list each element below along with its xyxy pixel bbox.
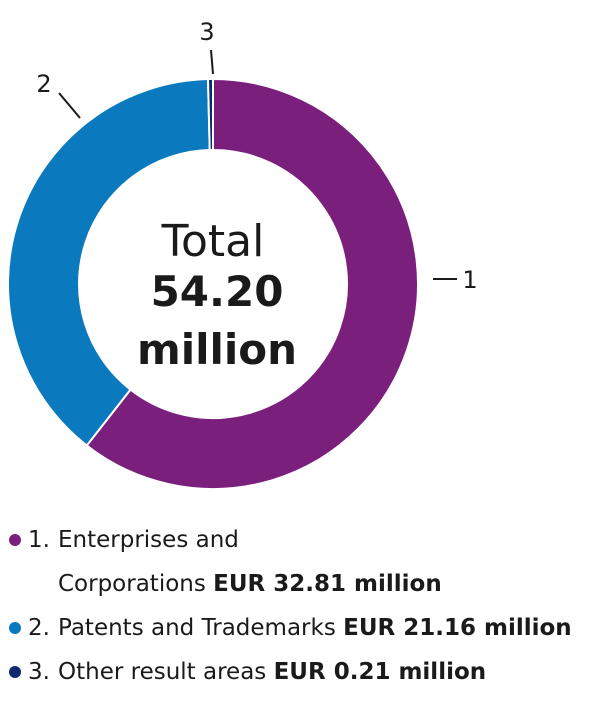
donut-slice-3: [208, 79, 213, 150]
callout-label-3: 3: [199, 18, 214, 46]
legend-number: 1.: [28, 518, 50, 562]
legend-number: 3.: [28, 650, 50, 694]
legend-label-row: Other result areas EUR 0.21 million: [58, 650, 486, 694]
legend-label: Patents and Trademarks: [58, 615, 336, 641]
callout-label-2: 2: [36, 70, 51, 98]
legend-dot-icon: [9, 534, 21, 546]
center-total-label: Total: [161, 216, 265, 267]
center-total-unit: million: [137, 325, 297, 374]
callout-label-1: 1: [462, 266, 477, 294]
legend-item-2: 2. Patents and Trademarks EUR 21.16 mill…: [0, 606, 600, 650]
legend-label: Enterprises and: [58, 518, 239, 562]
legend-value: EUR 21.16 million: [343, 615, 572, 641]
callout-line-3: [211, 50, 213, 74]
legend-label-row: Patents and Trademarks EUR 21.16 million: [58, 606, 572, 650]
legend-label: Other result areas: [58, 659, 266, 685]
center-total-value: 54.20: [151, 267, 284, 316]
legend-item-3: 3. Other result areas EUR 0.21 million: [0, 650, 600, 694]
donut-chart: 1 2 3 Total 54.20 million: [0, 0, 600, 500]
legend: 1. Enterprises and Corporations EUR 32.8…: [0, 518, 600, 694]
legend-label-cont: Corporations: [58, 571, 206, 597]
legend-label-line2: Corporations EUR 32.81 million: [58, 562, 442, 606]
callout-line-2: [59, 93, 80, 118]
legend-value: EUR 0.21 million: [274, 659, 487, 685]
legend-dot-icon: [9, 666, 21, 678]
legend-item-1: 1. Enterprises and Corporations EUR 32.8…: [0, 518, 600, 606]
legend-number: 2.: [28, 606, 50, 650]
legend-value: EUR 32.81 million: [213, 571, 442, 597]
legend-dot-icon: [9, 622, 21, 634]
